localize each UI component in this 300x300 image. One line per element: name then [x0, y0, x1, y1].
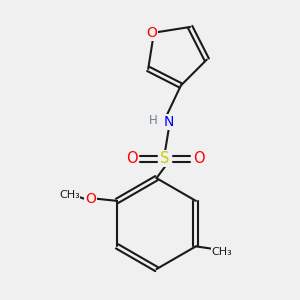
Text: S: S — [160, 151, 170, 166]
Text: H: H — [149, 115, 158, 128]
Text: O: O — [126, 151, 138, 166]
Text: CH₃: CH₃ — [59, 190, 80, 200]
Text: O: O — [85, 192, 96, 206]
Text: O: O — [146, 26, 157, 40]
Text: N: N — [164, 115, 174, 129]
Text: O: O — [193, 151, 204, 166]
Text: CH₃: CH₃ — [212, 247, 232, 256]
